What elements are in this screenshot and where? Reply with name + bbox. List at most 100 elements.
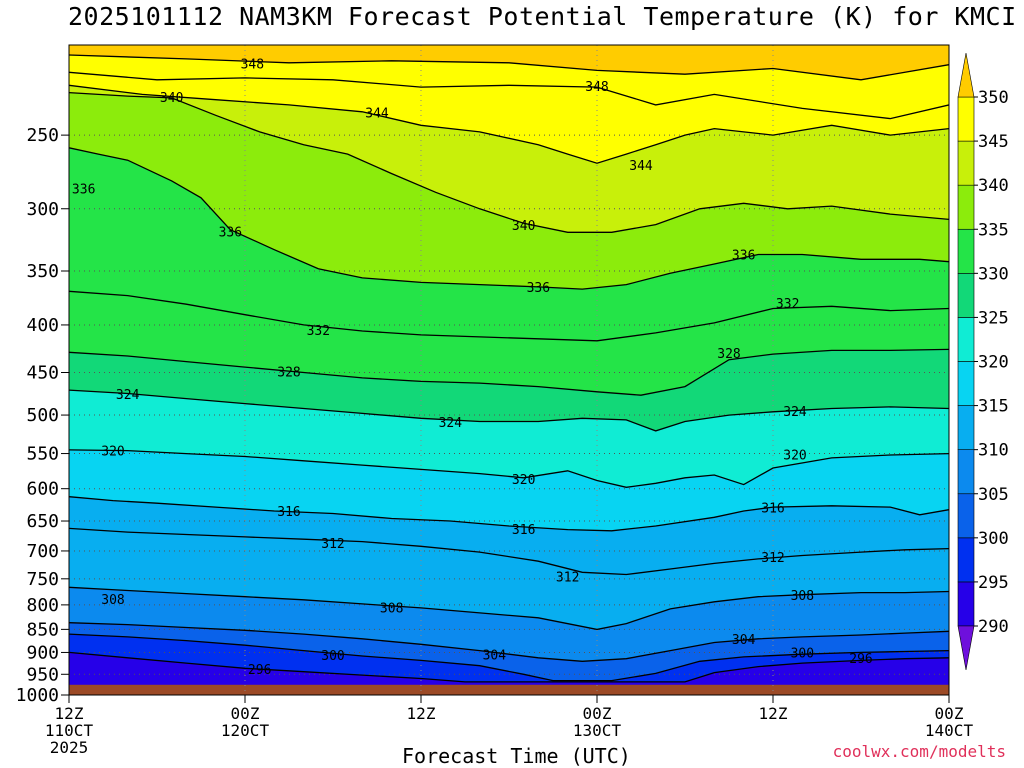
contour-label-320-19: 320 — [783, 449, 806, 464]
colorbar-swatch-335 — [957, 184, 975, 230]
colorbar-arrow-top — [957, 52, 975, 98]
band-cold-pool-2 — [699, 670, 891, 685]
chart-title: 2025101112 NAM3KM Forecast Potential Tem… — [68, 2, 1017, 31]
plot-frame — [68, 44, 950, 696]
colorbar-label-290: 290 — [978, 617, 1009, 637]
contour-312-10 — [69, 527, 949, 576]
x-tick-label-0-0: 12Z — [55, 704, 84, 723]
contour-label-312-23: 312 — [321, 537, 344, 552]
contour-lines — [69, 54, 949, 683]
contour-344-2 — [69, 84, 949, 164]
contour-296-14 — [69, 651, 949, 683]
x-tick-label-0-2: 2025 — [50, 738, 89, 757]
contour-label-336-7: 336 — [219, 225, 242, 240]
contour-label-312-24: 312 — [556, 571, 579, 586]
x-tick-label-60-1: 140CT — [925, 721, 974, 740]
credit-link[interactable]: coolwx.com/modelts — [832, 742, 1006, 761]
colorbar-swatch-295 — [957, 537, 975, 583]
contour-label-332-11: 332 — [776, 297, 799, 312]
contour-label-336-9: 336 — [732, 249, 755, 264]
colorbar-label-345: 345 — [978, 132, 1009, 152]
colorbar-swatch-325 — [957, 273, 975, 318]
contour-label-324-14: 324 — [116, 388, 140, 403]
contour-340-3 — [69, 91, 949, 233]
y-tick-label-350: 350 — [26, 261, 59, 282]
contour-label-344-3: 344 — [629, 159, 653, 174]
colorbar-swatch-320 — [957, 317, 975, 362]
colorbar-label-300: 300 — [978, 529, 1009, 549]
y-tick-label-300: 300 — [26, 199, 59, 220]
colorbar-arrow-bottom — [957, 625, 975, 671]
contour-300-13 — [69, 633, 949, 682]
x-tick-label-48-0: 12Z — [759, 704, 788, 723]
contour-label-296-34: 296 — [849, 652, 872, 667]
colorbar-swatch-340 — [957, 140, 975, 186]
ground-fill — [69, 684, 949, 695]
contour-label-324-15: 324 — [439, 416, 463, 431]
colorbar-label-330: 330 — [978, 264, 1009, 284]
y-tick-label-400: 400 — [26, 315, 59, 336]
contour-336-4 — [69, 147, 949, 290]
contour-label-340-5: 340 — [512, 219, 535, 234]
ground-layer — [69, 684, 949, 695]
colorbar-label-340: 340 — [978, 176, 1009, 196]
colorbar-swatch-305 — [957, 449, 975, 495]
colorbar-swatch-310 — [957, 405, 975, 450]
contour-label-308-26: 308 — [101, 593, 124, 608]
contour-348-0 — [69, 54, 949, 81]
contour-label-320-18: 320 — [512, 473, 535, 488]
x-tick-label-12-1: 120CT — [221, 721, 270, 740]
colorbar-swatch-290 — [957, 581, 975, 627]
x-tick-label-24-0: 12Z — [407, 704, 436, 723]
contour-328-6 — [69, 348, 949, 396]
contour-label-324-16: 324 — [783, 405, 807, 420]
colorbar-swatch-345 — [957, 96, 975, 142]
contour-label-348-0: 348 — [241, 58, 264, 73]
y-tick-label-450: 450 — [26, 363, 59, 384]
contour-label-328-13: 328 — [717, 347, 740, 362]
colorbar-label-335: 335 — [978, 220, 1009, 240]
y-tick-label-900: 900 — [26, 642, 59, 663]
contour-label-320-17: 320 — [101, 444, 124, 459]
y-tick-label-700: 700 — [26, 541, 59, 562]
colorbar-swatch-315 — [957, 361, 975, 406]
contour-label-316-20: 316 — [277, 505, 300, 520]
temperature-bands — [69, 45, 949, 695]
colorbar-label-310: 310 — [978, 441, 1009, 461]
contour-label-316-21: 316 — [512, 523, 535, 538]
contour-label-308-27: 308 — [380, 601, 403, 616]
contour-320-8 — [69, 449, 949, 488]
contour-label-336-6: 336 — [72, 182, 95, 197]
y-tick-label-950: 950 — [26, 664, 59, 685]
y-tick-label-1000: 1000 — [16, 685, 59, 706]
colorbar-label-320: 320 — [978, 353, 1009, 373]
y-tick-label-750: 750 — [26, 569, 59, 590]
contour-label-296-33: 296 — [248, 663, 271, 678]
contour-308-11 — [69, 586, 949, 631]
contour-label-312-25: 312 — [761, 551, 784, 566]
colorbar: 290 295 300 305 310 315 320 325 330 335 340 345 350 — [957, 52, 1009, 671]
contour-304-12 — [69, 622, 949, 662]
contour-label-328-12: 328 — [277, 366, 300, 381]
colorbar-label-295: 295 — [978, 573, 1009, 593]
contour-label-348-1: 348 — [585, 80, 608, 95]
y-axis: 2503003504004505005506006507007508008509… — [16, 125, 69, 706]
y-tick-label-800: 800 — [26, 595, 59, 616]
y-tick-label-250: 250 — [26, 125, 59, 146]
contour-316-9 — [69, 496, 949, 532]
colorbar-label-305: 305 — [978, 485, 1009, 505]
contour-label-344-2: 344 — [365, 107, 389, 122]
contour-332-5 — [69, 290, 949, 342]
y-tick-label-850: 850 — [26, 619, 59, 640]
contour-labels: 348 348 344 344 340 340 336 336 336 336 332 332 328 3… — [72, 58, 873, 678]
contour-label-316-22: 316 — [761, 501, 784, 516]
x-tick-label-36-0: 00Z — [583, 704, 612, 723]
colorbar-swatch-300 — [957, 493, 975, 539]
colorbar-label-325: 325 — [978, 308, 1009, 328]
x-tick-label-12-0: 00Z — [231, 704, 260, 723]
colorbar-label-350: 350 — [978, 88, 1009, 108]
x-axis-title: Forecast Time (UTC) — [402, 744, 631, 768]
x-tick-label-36-1: 130CT — [573, 721, 622, 740]
colorbar-swatch-330 — [957, 228, 975, 274]
